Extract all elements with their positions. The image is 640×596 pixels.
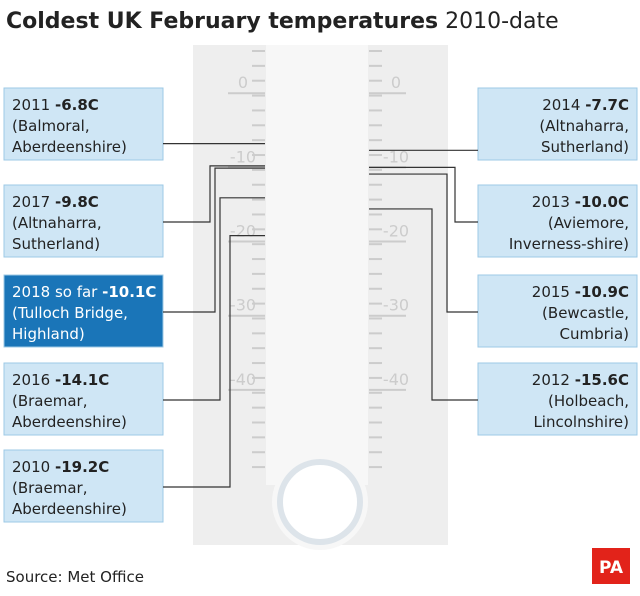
label-head: 2015 -10.9C — [532, 283, 629, 301]
subtitle: 2010-date — [445, 9, 559, 34]
label-box — [3, 449, 164, 523]
place: Sutherland) — [541, 138, 629, 156]
label-head: 2012 -15.6C — [532, 371, 629, 389]
label-head: 2011 -6.8C — [12, 96, 99, 114]
place: (Braemar, — [12, 392, 87, 410]
year: 2017 — [12, 193, 50, 211]
y-tick-label: -40 — [230, 370, 256, 389]
label-box — [3, 362, 164, 436]
place: Aberdeenshire) — [12, 138, 127, 156]
label-box — [3, 87, 164, 161]
year: 2013 — [532, 193, 570, 211]
value-label: -14.1C — [55, 371, 109, 389]
value-label: -15.6C — [575, 371, 629, 389]
logo-box — [592, 548, 630, 584]
year: 2018 so far — [12, 283, 98, 301]
place: (Holbeach, — [548, 392, 629, 410]
year: 2011 — [12, 96, 50, 114]
place: (Bewcastle, — [542, 304, 629, 322]
value-label: -6.8C — [55, 96, 99, 114]
source: Source: Met Office — [6, 568, 144, 586]
label-head: 2017 -9.8C — [12, 193, 99, 211]
place: (Altnaharra, — [12, 214, 102, 232]
place: (Braemar, — [12, 479, 87, 497]
value-label: -10.1C — [102, 283, 156, 301]
place: Highland) — [12, 325, 85, 343]
title: Coldest UK February temperatures — [6, 9, 438, 34]
y-tick-label: 0 — [391, 73, 401, 92]
y-tick-label: -20 — [230, 222, 256, 241]
place: (Balmoral, — [12, 117, 90, 135]
label-head: 2016 -14.1C — [12, 371, 109, 389]
place: Aberdeenshire) — [12, 500, 127, 518]
label-box — [3, 274, 164, 348]
value-label: -10.0C — [575, 193, 629, 211]
label-box — [477, 274, 638, 348]
place: (Aviemore, — [548, 214, 629, 232]
y-tick-label: -10 — [383, 147, 409, 166]
year: 2012 — [532, 371, 570, 389]
leader-line — [163, 197, 265, 401]
leader-line — [369, 166, 478, 223]
place: (Tulloch Bridge, — [12, 304, 128, 322]
label-box — [477, 362, 638, 436]
place: Sutherland) — [12, 235, 100, 253]
value-label: -7.7C — [585, 96, 629, 114]
y-tick-label: -30 — [230, 296, 256, 315]
leader-line — [163, 167, 265, 313]
leader-line — [163, 235, 265, 488]
label-box — [3, 184, 164, 258]
value-label: -9.8C — [55, 193, 99, 211]
label-head: 2013 -10.0C — [532, 193, 629, 211]
place: Aberdeenshire) — [12, 413, 127, 431]
y-tick-label: -30 — [383, 296, 409, 315]
label-head: 2010 -19.2C — [12, 458, 109, 476]
place: Inverness-shire) — [509, 235, 629, 253]
chart-title: Coldest UK February temperatures 2010-da… — [6, 9, 559, 34]
leader-line — [369, 208, 478, 401]
y-tick-label: -40 — [383, 370, 409, 389]
place: Lincolnshire) — [533, 413, 629, 431]
year: 2010 — [12, 458, 50, 476]
place: (Altnaharra, — [539, 117, 629, 135]
value-label: -10.9C — [575, 283, 629, 301]
y-tick-label: -20 — [383, 222, 409, 241]
y-tick-label: 0 — [238, 73, 248, 92]
thermometer-tube — [266, 45, 368, 485]
label-head: 2018 so far -10.1C — [12, 283, 156, 301]
bulb-inner — [277, 459, 363, 545]
place: Cumbria) — [560, 325, 630, 343]
label-box — [477, 184, 638, 258]
logo: PA — [599, 558, 624, 578]
value-label: -19.2C — [55, 458, 109, 476]
leader-line — [163, 165, 265, 223]
year: 2015 — [532, 283, 570, 301]
label-head: 2014 -7.7C — [542, 96, 629, 114]
y-tick-label: -10 — [230, 147, 256, 166]
year: 2014 — [542, 96, 580, 114]
leader-line — [369, 173, 478, 313]
label-box — [477, 87, 638, 161]
year: 2016 — [12, 371, 50, 389]
